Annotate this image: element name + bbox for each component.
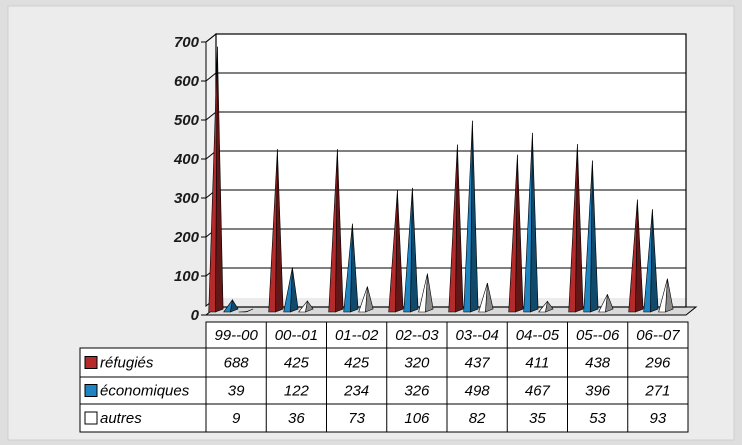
spike-économiques-99--00 — [223, 298, 239, 313]
y-axis-ticks: 0 100 200 300 400 500 600 700 — [173, 34, 206, 324]
gridline-side — [205, 111, 217, 121]
table-cell: 36 — [288, 410, 305, 427]
spike-réfugiés-00--01 — [268, 149, 284, 313]
legend-label: économiques — [100, 383, 190, 400]
spike-réfugiés-01--02 — [328, 149, 344, 313]
table-cell: 35 — [529, 410, 546, 427]
spike-réfugiés-03--04 — [448, 144, 464, 313]
table-cell: 411 — [525, 355, 549, 372]
spike-autres-04--05 — [538, 300, 554, 313]
spike-réfugiés-02--03 — [388, 190, 404, 313]
spike-économiques-01--02 — [343, 223, 359, 313]
spike-économiques-03--04 — [463, 120, 479, 313]
plot-area: 0 100 200 300 400 500 600 700 — [173, 32, 698, 324]
category-label: 04--05 — [516, 327, 560, 344]
table-cell: 688 — [224, 355, 250, 372]
spike-autres-01--02 — [358, 286, 374, 313]
data-table: 99--00 00--01 01--02 02--03 03--04 04--05 05--… — [79, 321, 689, 433]
spike-économiques-05--06 — [583, 160, 599, 313]
table-cell: 93 — [650, 410, 667, 427]
table-cell: 498 — [465, 383, 491, 400]
back-wall — [216, 34, 686, 298]
spike-économiques-04--05 — [523, 132, 539, 313]
category-label: 00--01 — [275, 327, 318, 344]
table-body — [79, 347, 689, 433]
spike-économiques-02--03 — [403, 187, 419, 313]
legend-swatch — [84, 384, 98, 397]
table-cell: 296 — [644, 355, 671, 372]
spike-autres-06--07 — [658, 278, 674, 313]
gridline-side — [205, 72, 217, 82]
y-tick-label: 0 — [191, 307, 200, 324]
table-cell: 396 — [585, 383, 611, 400]
spike-économiques-00--01 — [283, 267, 299, 313]
spike-réfugiés-04--05 — [508, 154, 524, 313]
category-label: 02--03 — [395, 327, 439, 344]
spike-réfugiés-06--07 — [628, 199, 644, 313]
legend-swatch — [84, 356, 98, 369]
data-spikes — [208, 46, 674, 313]
table-cell: 425 — [284, 355, 310, 372]
y-tick-label: 300 — [174, 190, 200, 207]
spike-autres-99--00 — [238, 308, 254, 313]
y-tick-label: 500 — [174, 112, 200, 129]
spike-réfugiés-99--00 — [208, 46, 224, 313]
legend-label: réfugiés — [100, 355, 154, 372]
table-cell: 320 — [404, 355, 430, 372]
legend-swatch — [84, 411, 98, 425]
y-tick-label: 600 — [174, 73, 200, 90]
table-cell: 39 — [228, 383, 245, 400]
legend-label: autres — [100, 410, 142, 427]
y-tick-label: 200 — [173, 229, 200, 246]
gridline-side — [205, 33, 217, 43]
table-cell: 437 — [465, 355, 491, 372]
spike-autres-05--06 — [598, 294, 614, 313]
table-cell: 82 — [469, 410, 486, 427]
spike-autres-03--04 — [478, 282, 494, 313]
table-cell: 106 — [404, 410, 430, 427]
category-label: 03--04 — [455, 327, 498, 344]
spike-autres-00--01 — [298, 300, 314, 313]
category-label: 99--00 — [214, 327, 258, 344]
table-cell: 425 — [344, 355, 370, 372]
table-cell: 9 — [232, 410, 241, 427]
table-cell: 53 — [589, 410, 606, 427]
table-cell: 122 — [284, 383, 310, 400]
category-label: 05--06 — [576, 327, 620, 344]
table-cell: 73 — [348, 410, 365, 427]
spike-réfugiés-05--06 — [568, 144, 584, 313]
table-cell: 271 — [644, 383, 670, 400]
category-label: 01--02 — [335, 327, 379, 344]
y-tick-label: 100 — [174, 268, 200, 285]
spike-économiques-06--07 — [643, 209, 659, 313]
y-tick-label: 400 — [173, 151, 200, 168]
table-cell: 234 — [343, 383, 369, 400]
y-tick-label: 700 — [174, 34, 200, 51]
table-cell: 326 — [404, 383, 430, 400]
spike-autres-02--03 — [418, 273, 434, 313]
table-cell: 438 — [585, 355, 611, 372]
table-cell: 467 — [525, 383, 551, 400]
category-label: 06--07 — [636, 327, 680, 344]
